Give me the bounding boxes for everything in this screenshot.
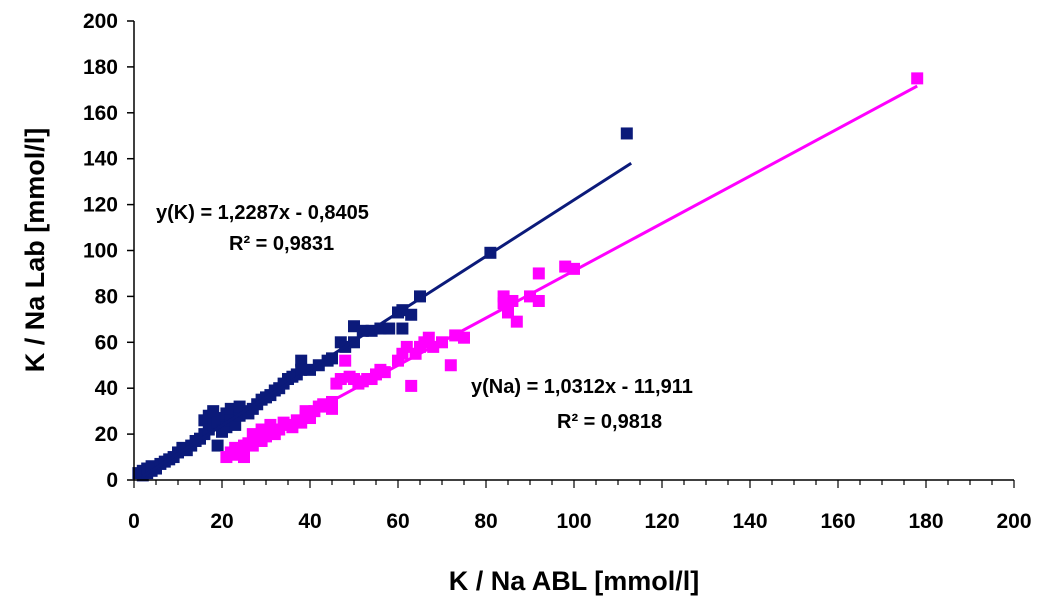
- x-tick-label: 100: [556, 510, 591, 533]
- equation-na: y(Na) = 1,0312x - 11,911: [471, 376, 693, 398]
- x-tick-label: 60: [386, 510, 409, 533]
- x-tick-label: 120: [644, 510, 679, 533]
- data-point: [405, 379, 418, 392]
- trendline: [221, 84, 918, 462]
- y-tick-label: 40: [95, 377, 118, 400]
- trendline: [141, 162, 633, 478]
- x-tick-label: 180: [908, 510, 943, 533]
- r-squared-k: R² = 0,9831: [229, 233, 334, 255]
- data-point: [396, 322, 409, 335]
- y-tick-label: 180: [83, 56, 118, 79]
- series-0: [132, 127, 633, 482]
- y-tick-label: 0: [106, 469, 118, 492]
- r-squared-na: R² = 0,9818: [557, 411, 662, 433]
- y-tick-label: 140: [83, 148, 118, 171]
- y-tick-label: 160: [83, 102, 118, 125]
- x-tick-label: 160: [820, 510, 855, 533]
- data-point: [911, 72, 924, 85]
- y-tick-label: 20: [95, 423, 118, 446]
- x-axis-title: K / Na ABL [mmol/l]: [449, 566, 700, 596]
- data-point: [383, 322, 396, 335]
- axes: 0 20 40 60 80 100 120 140 160 180 200 0 20 40 60 80 100 1…: [83, 10, 1032, 533]
- y-tick-label: 100: [83, 240, 118, 263]
- y-tick-label: 200: [83, 10, 118, 33]
- series-layer: [132, 72, 924, 482]
- y-tick-label: 120: [83, 194, 118, 217]
- data-point: [211, 439, 224, 452]
- data-point: [246, 439, 259, 452]
- series-1: [220, 72, 924, 464]
- data-point: [229, 418, 242, 431]
- data-point: [620, 127, 633, 140]
- data-point: [339, 354, 352, 367]
- equation-k: y(K) = 1,2287x - 0,8405: [156, 202, 369, 224]
- data-point: [295, 354, 308, 367]
- data-point: [532, 267, 545, 280]
- x-tick-label: 200: [996, 510, 1031, 533]
- x-tick-label: 40: [298, 510, 321, 533]
- data-point: [510, 315, 523, 328]
- data-point: [458, 331, 470, 344]
- data-point: [422, 331, 435, 344]
- y-tick-label: 80: [95, 285, 118, 308]
- x-tick-label: 80: [474, 510, 497, 533]
- x-tick-label: 0: [128, 510, 140, 533]
- data-point: [405, 308, 418, 321]
- data-point: [532, 294, 545, 307]
- y-axis-title: K / Na Lab [mmol/l]: [20, 128, 50, 373]
- x-tick-label: 20: [210, 510, 233, 533]
- y-tick-label: 60: [95, 331, 118, 354]
- data-point: [444, 359, 457, 372]
- data-point: [238, 451, 250, 464]
- x-tick-label: 140: [732, 510, 767, 533]
